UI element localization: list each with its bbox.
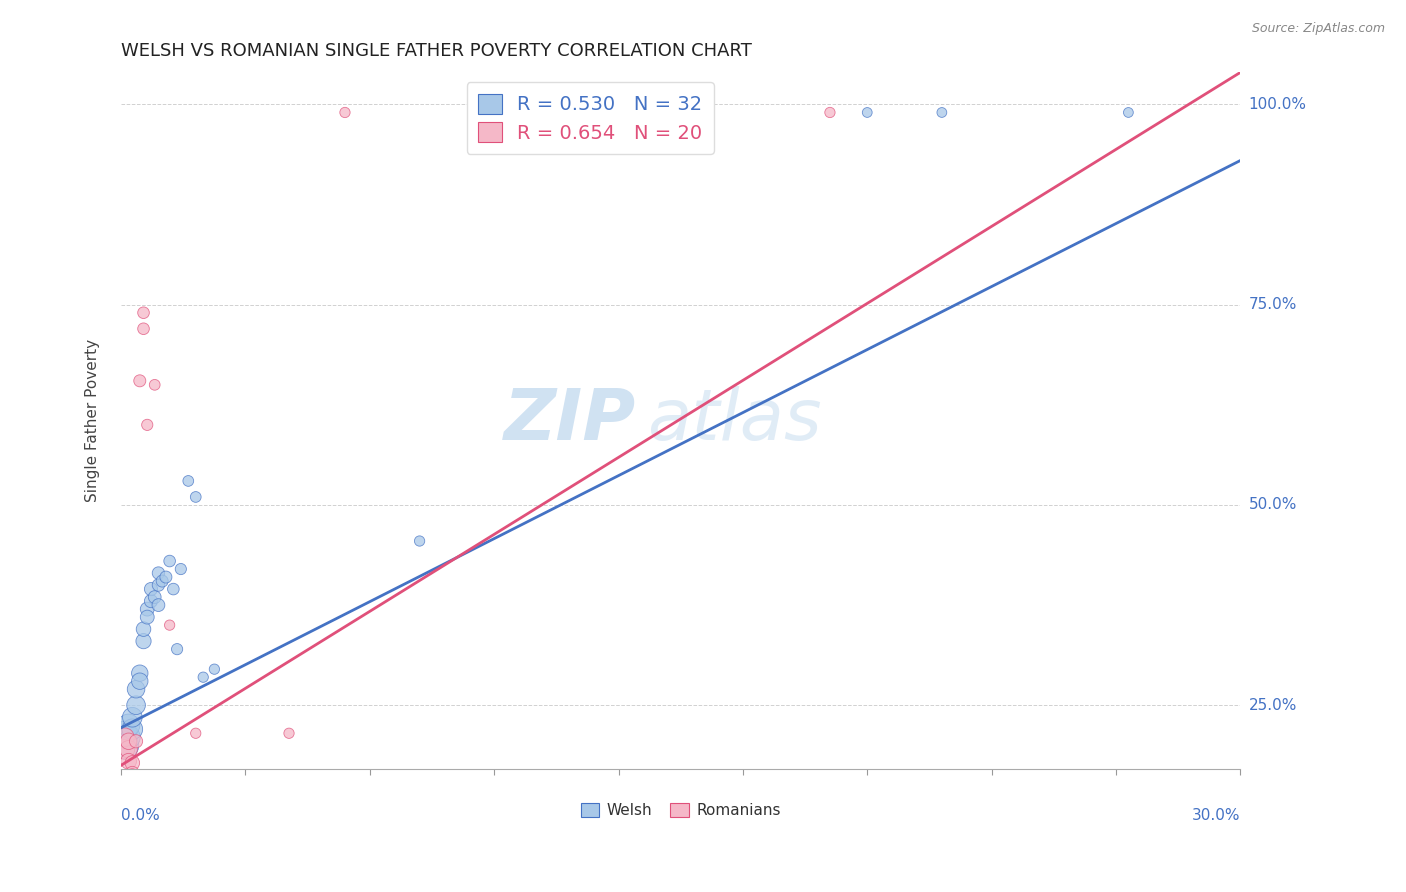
Point [114,726,136,740]
Point [159,618,181,632]
Text: 100.0%: 100.0% [1249,97,1306,112]
Point [155,570,177,584]
Point [333,105,356,120]
Point [132,322,155,336]
Point [148,566,170,580]
Point [121,756,143,770]
Point [136,610,159,624]
Point [148,598,170,612]
Point [278,726,301,740]
Point [576,105,599,120]
Point [166,642,188,657]
Point [688,802,710,816]
Point [408,534,430,549]
Point [121,710,143,724]
Point [159,554,181,568]
Point [117,731,139,745]
Point [125,682,148,697]
Point [121,723,143,737]
Point [114,742,136,756]
Point [856,105,879,120]
Point [139,594,162,608]
Text: 50.0%: 50.0% [1249,498,1296,513]
Point [170,562,193,576]
Point [669,814,692,829]
Point [177,474,200,488]
Point [1118,105,1140,120]
Point [117,734,139,748]
Point [136,417,159,432]
Point [114,739,136,753]
Text: 30.0%: 30.0% [1192,807,1240,822]
Point [117,742,139,756]
Point [931,105,953,120]
Text: atlas: atlas [647,386,821,455]
Point [132,634,155,648]
Point [117,718,139,732]
Point [193,670,215,684]
Point [114,731,136,745]
Point [132,306,155,320]
Legend: Welsh, Romanians: Welsh, Romanians [575,797,787,824]
Point [136,602,159,616]
Text: WELSH VS ROMANIAN SINGLE FATHER POVERTY CORRELATION CHART: WELSH VS ROMANIAN SINGLE FATHER POVERTY … [121,42,752,60]
Point [818,105,841,120]
Point [184,490,207,504]
Point [117,754,139,768]
Text: 25.0%: 25.0% [1249,698,1296,713]
Text: ZIP: ZIP [503,386,636,455]
Point [184,726,207,740]
Point [128,374,150,388]
Point [139,582,162,596]
Point [121,769,143,783]
Point [125,698,148,713]
Text: 0.0%: 0.0% [121,807,160,822]
Point [128,674,150,689]
Point [148,578,170,592]
Text: Source: ZipAtlas.com: Source: ZipAtlas.com [1251,22,1385,36]
Point [132,622,155,636]
Point [128,666,150,681]
Point [143,590,166,604]
Point [202,662,225,676]
Y-axis label: Single Father Poverty: Single Father Poverty [86,339,100,502]
Point [125,734,148,748]
Point [150,574,173,588]
Point [143,377,166,392]
Point [162,582,184,596]
Point [121,766,143,780]
Text: 75.0%: 75.0% [1249,297,1296,312]
